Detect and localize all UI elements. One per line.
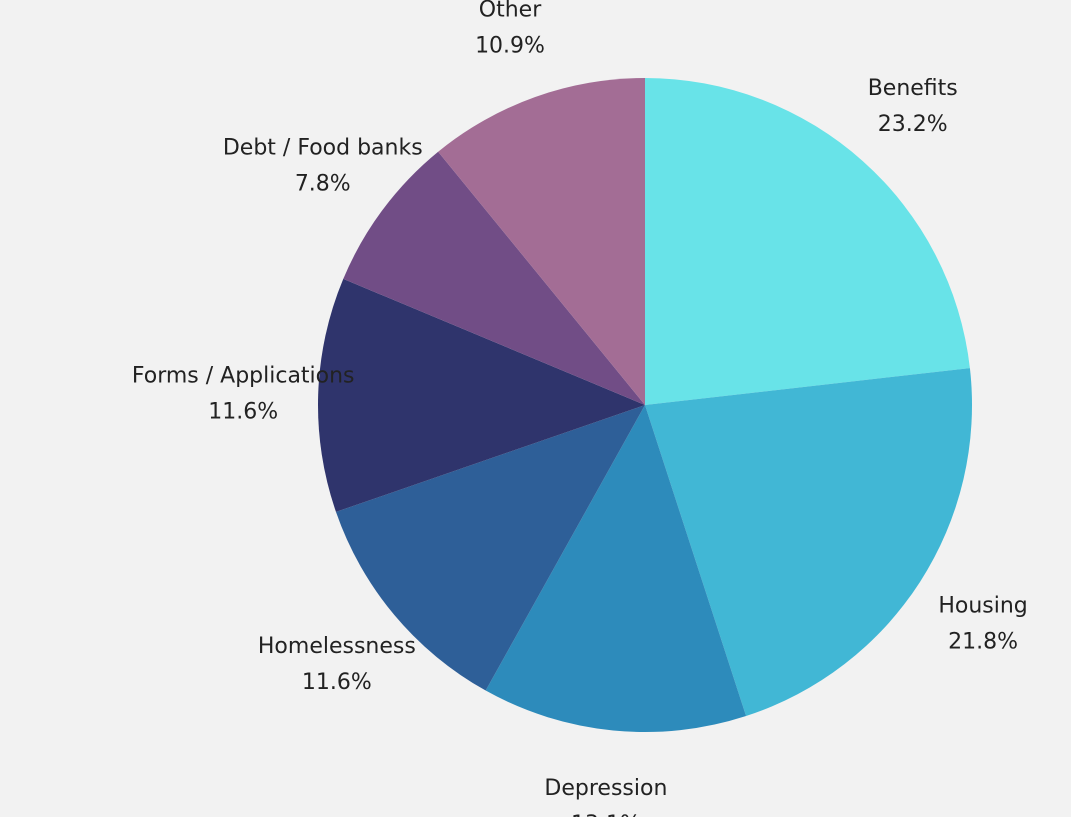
slice-value-forms-applications: 11.6% (208, 399, 278, 424)
pie-slices (318, 78, 972, 732)
slice-value-homelessness: 11.6% (302, 670, 372, 695)
slice-value-depression: 13.1% (571, 812, 641, 817)
slice-value-housing: 21.8% (948, 630, 1018, 655)
pie-slice-benefits (645, 78, 970, 405)
slice-labels: Benefits 23.2% Housing 21.8% Depression 13.1%… (132, 0, 1028, 817)
slice-label-depression: Depression (544, 776, 667, 801)
slice-value-benefits: 23.2% (878, 112, 948, 137)
slice-label-benefits: Benefits (868, 76, 958, 101)
pie-slice-depression (485, 405, 747, 732)
pie-slice-homelessness (335, 405, 645, 691)
slice-value-other: 10.9% (475, 33, 545, 58)
slice-label-debt-food-banks: Debt / Food banks (223, 136, 423, 161)
pie-slice-housing (645, 368, 972, 716)
slice-label-homelessness: Homelessness (258, 634, 416, 659)
pie-slice-other (438, 78, 645, 405)
slice-value-debt-food-banks: 7.8% (295, 172, 351, 197)
pie-slice-debt-food-banks (343, 151, 645, 405)
slice-label-forms-applications: Forms / Applications (132, 363, 355, 388)
pie-slice-forms-applications (318, 278, 645, 512)
slice-label-other: Other (479, 0, 542, 22)
slice-label-housing: Housing (938, 594, 1027, 619)
